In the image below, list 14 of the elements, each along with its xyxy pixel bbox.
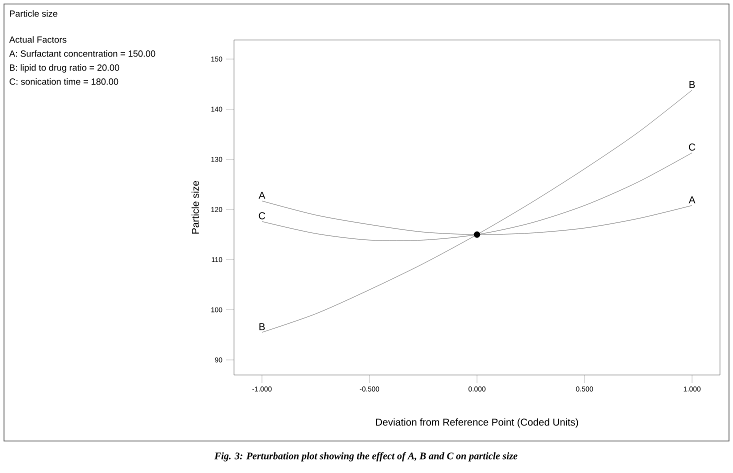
text: C <box>688 144 696 151</box>
text: Particle size <box>10 10 58 17</box>
y-axis-title: Particle size <box>192 181 199 234</box>
text: Actual Factors <box>9 36 66 43</box>
series-label: C <box>258 212 266 220</box>
text: B <box>690 81 695 88</box>
text: C: sonication time = 180.00 <box>10 78 118 85</box>
series-label: A <box>688 196 696 204</box>
text: A: Surfactant concentration = 150.00 <box>9 50 156 57</box>
text: A <box>258 192 266 199</box>
text: B: lipid to drug ratio = 20.00 <box>10 64 120 73</box>
caption: Fig. 3: Perturbation plot showing the effect of A, B and C on particle size <box>214 452 518 462</box>
series-label: B <box>259 323 265 330</box>
x-axis-title: Deviation from Reference Point (Coded Units) <box>376 418 578 428</box>
